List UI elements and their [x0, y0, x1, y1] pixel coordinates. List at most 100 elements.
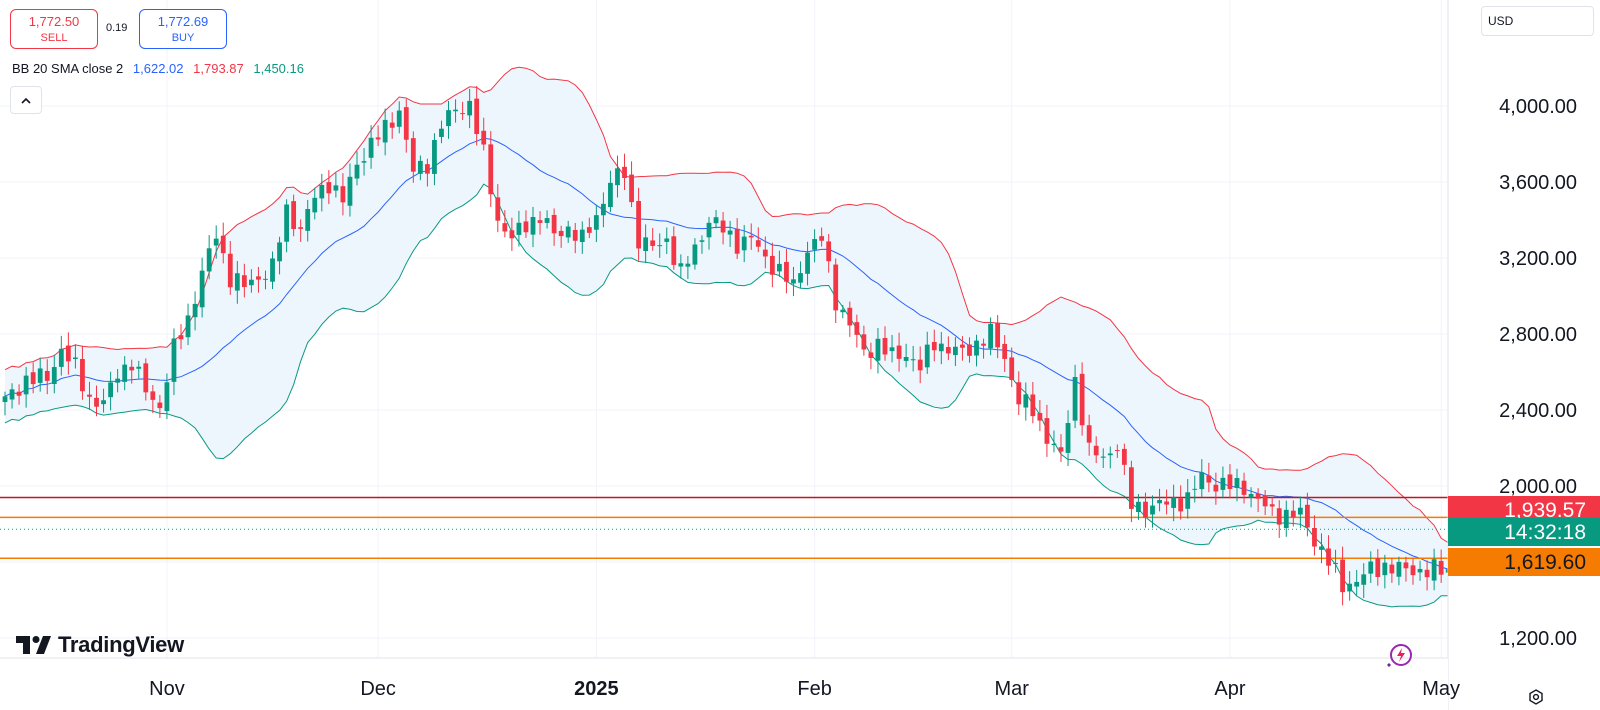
indicator-upper-value: 1,793.87	[193, 61, 244, 76]
candle-body	[185, 315, 191, 338]
candle-body	[1037, 412, 1043, 421]
candle-body	[333, 185, 339, 191]
price-tick-label: 3,600.00	[1499, 172, 1577, 194]
candle-body	[1185, 492, 1191, 509]
bollinger-bands	[4, 66, 1491, 608]
candle-body	[256, 276, 261, 280]
price-tag-label: 14:32:18	[1504, 521, 1586, 544]
candle-body	[1297, 507, 1303, 515]
collapse-legend-button[interactable]	[10, 86, 42, 114]
candle-body	[410, 138, 416, 172]
candle-body	[974, 340, 979, 356]
currency-select[interactable]: USD	[1481, 6, 1594, 36]
candle-body	[601, 203, 606, 216]
buy-button[interactable]: 1,772.69 BUY	[139, 9, 227, 49]
candle-body	[1016, 382, 1022, 405]
tradingview-logo[interactable]: TradingView	[16, 632, 184, 658]
candle-body	[938, 343, 944, 352]
candle-body	[1361, 574, 1367, 585]
candle-body	[819, 236, 825, 241]
buy-price: 1,772.69	[157, 14, 209, 29]
price-axis-bg	[1448, 0, 1600, 710]
price-tick-label: 1,200.00	[1499, 628, 1577, 650]
time-axis[interactable]: Nov Dec 2025 Feb Mar Apr May	[0, 657, 1460, 710]
candle-body	[227, 253, 233, 288]
candle-body	[1079, 373, 1085, 426]
candle-body	[924, 344, 930, 368]
candle-body	[417, 160, 423, 174]
candle-body	[664, 238, 670, 242]
candle-body	[73, 357, 78, 360]
candle-body	[87, 394, 92, 397]
candle-body	[798, 273, 803, 283]
candle-body	[1269, 504, 1275, 507]
candle-body	[791, 279, 796, 284]
candle-body	[523, 221, 529, 233]
candle-body	[755, 240, 761, 247]
candle-body	[1199, 472, 1205, 490]
candle-body	[425, 164, 430, 174]
candle-body	[1326, 548, 1331, 566]
candle-body	[1347, 583, 1353, 592]
candle-body	[432, 140, 437, 174]
candle-body	[467, 100, 473, 116]
price-tag-label: 1,939.57	[1504, 499, 1586, 522]
sell-button[interactable]: 1,772.50 SELL	[10, 9, 98, 49]
tradingview-logo-icon	[16, 636, 51, 654]
candle-body	[1044, 418, 1050, 444]
candle-body	[347, 176, 353, 206]
candle-body	[157, 402, 163, 409]
price-tag-countdown	[1448, 518, 1600, 546]
candle-body	[833, 264, 839, 311]
indicator-lower-value: 1,450.16	[253, 61, 304, 76]
chevron-up-icon	[21, 97, 31, 104]
candle-body	[481, 130, 487, 145]
candle-body	[734, 228, 740, 254]
price-axis[interactable]: 4,000.00 3,600.00 3,200.00 2,800.00 2,400.00…	[1447, 0, 1600, 710]
candle-body	[720, 220, 726, 233]
settings-icon[interactable]	[1527, 688, 1545, 706]
candle-body	[777, 263, 782, 272]
candle-body	[629, 174, 634, 203]
candle-body	[1030, 394, 1036, 417]
band-fill	[5, 67, 1491, 607]
candle-body	[129, 366, 135, 371]
candle-body	[446, 110, 451, 127]
time-tick-label: Mar	[994, 678, 1029, 700]
time-tick-label: 2025	[574, 678, 619, 700]
candle-body	[784, 261, 789, 282]
indicator-name: BB 20 SMA close 2	[12, 61, 124, 76]
candle-body	[291, 201, 297, 230]
candle-body	[249, 279, 254, 286]
candle-body	[101, 400, 106, 405]
indicator-legend[interactable]: BB 20 SMA close 2 1,622.02 1,793.87 1,45…	[12, 61, 310, 76]
candle-body	[1319, 546, 1324, 550]
candle-body	[678, 263, 684, 267]
lightning-icon[interactable]	[1385, 641, 1415, 671]
candlesticks[interactable]	[2, 85, 1493, 606]
candle-body	[685, 263, 691, 267]
candle-body	[1382, 562, 1388, 576]
candle-body	[1121, 448, 1127, 465]
candle-body	[544, 218, 550, 223]
candle-body	[1234, 478, 1240, 489]
candle-body	[1227, 474, 1233, 489]
candle-body	[298, 227, 304, 229]
price-tag-label: 1,619.60	[1504, 551, 1586, 574]
candle-body	[199, 270, 205, 308]
candle-body	[995, 322, 1001, 348]
candle-body	[847, 307, 853, 326]
candle-body	[1431, 559, 1437, 581]
candle-body	[840, 309, 846, 313]
candle-body	[150, 391, 156, 400]
indicator-basis-value: 1,622.02	[132, 61, 184, 76]
candle-body	[30, 372, 36, 385]
candle-body	[9, 389, 15, 400]
candle-body	[1403, 562, 1409, 569]
candle-body	[516, 222, 522, 235]
candle-body	[727, 230, 733, 235]
candle-body	[579, 229, 585, 243]
candle-body	[1058, 447, 1064, 452]
candle-body	[382, 119, 388, 143]
